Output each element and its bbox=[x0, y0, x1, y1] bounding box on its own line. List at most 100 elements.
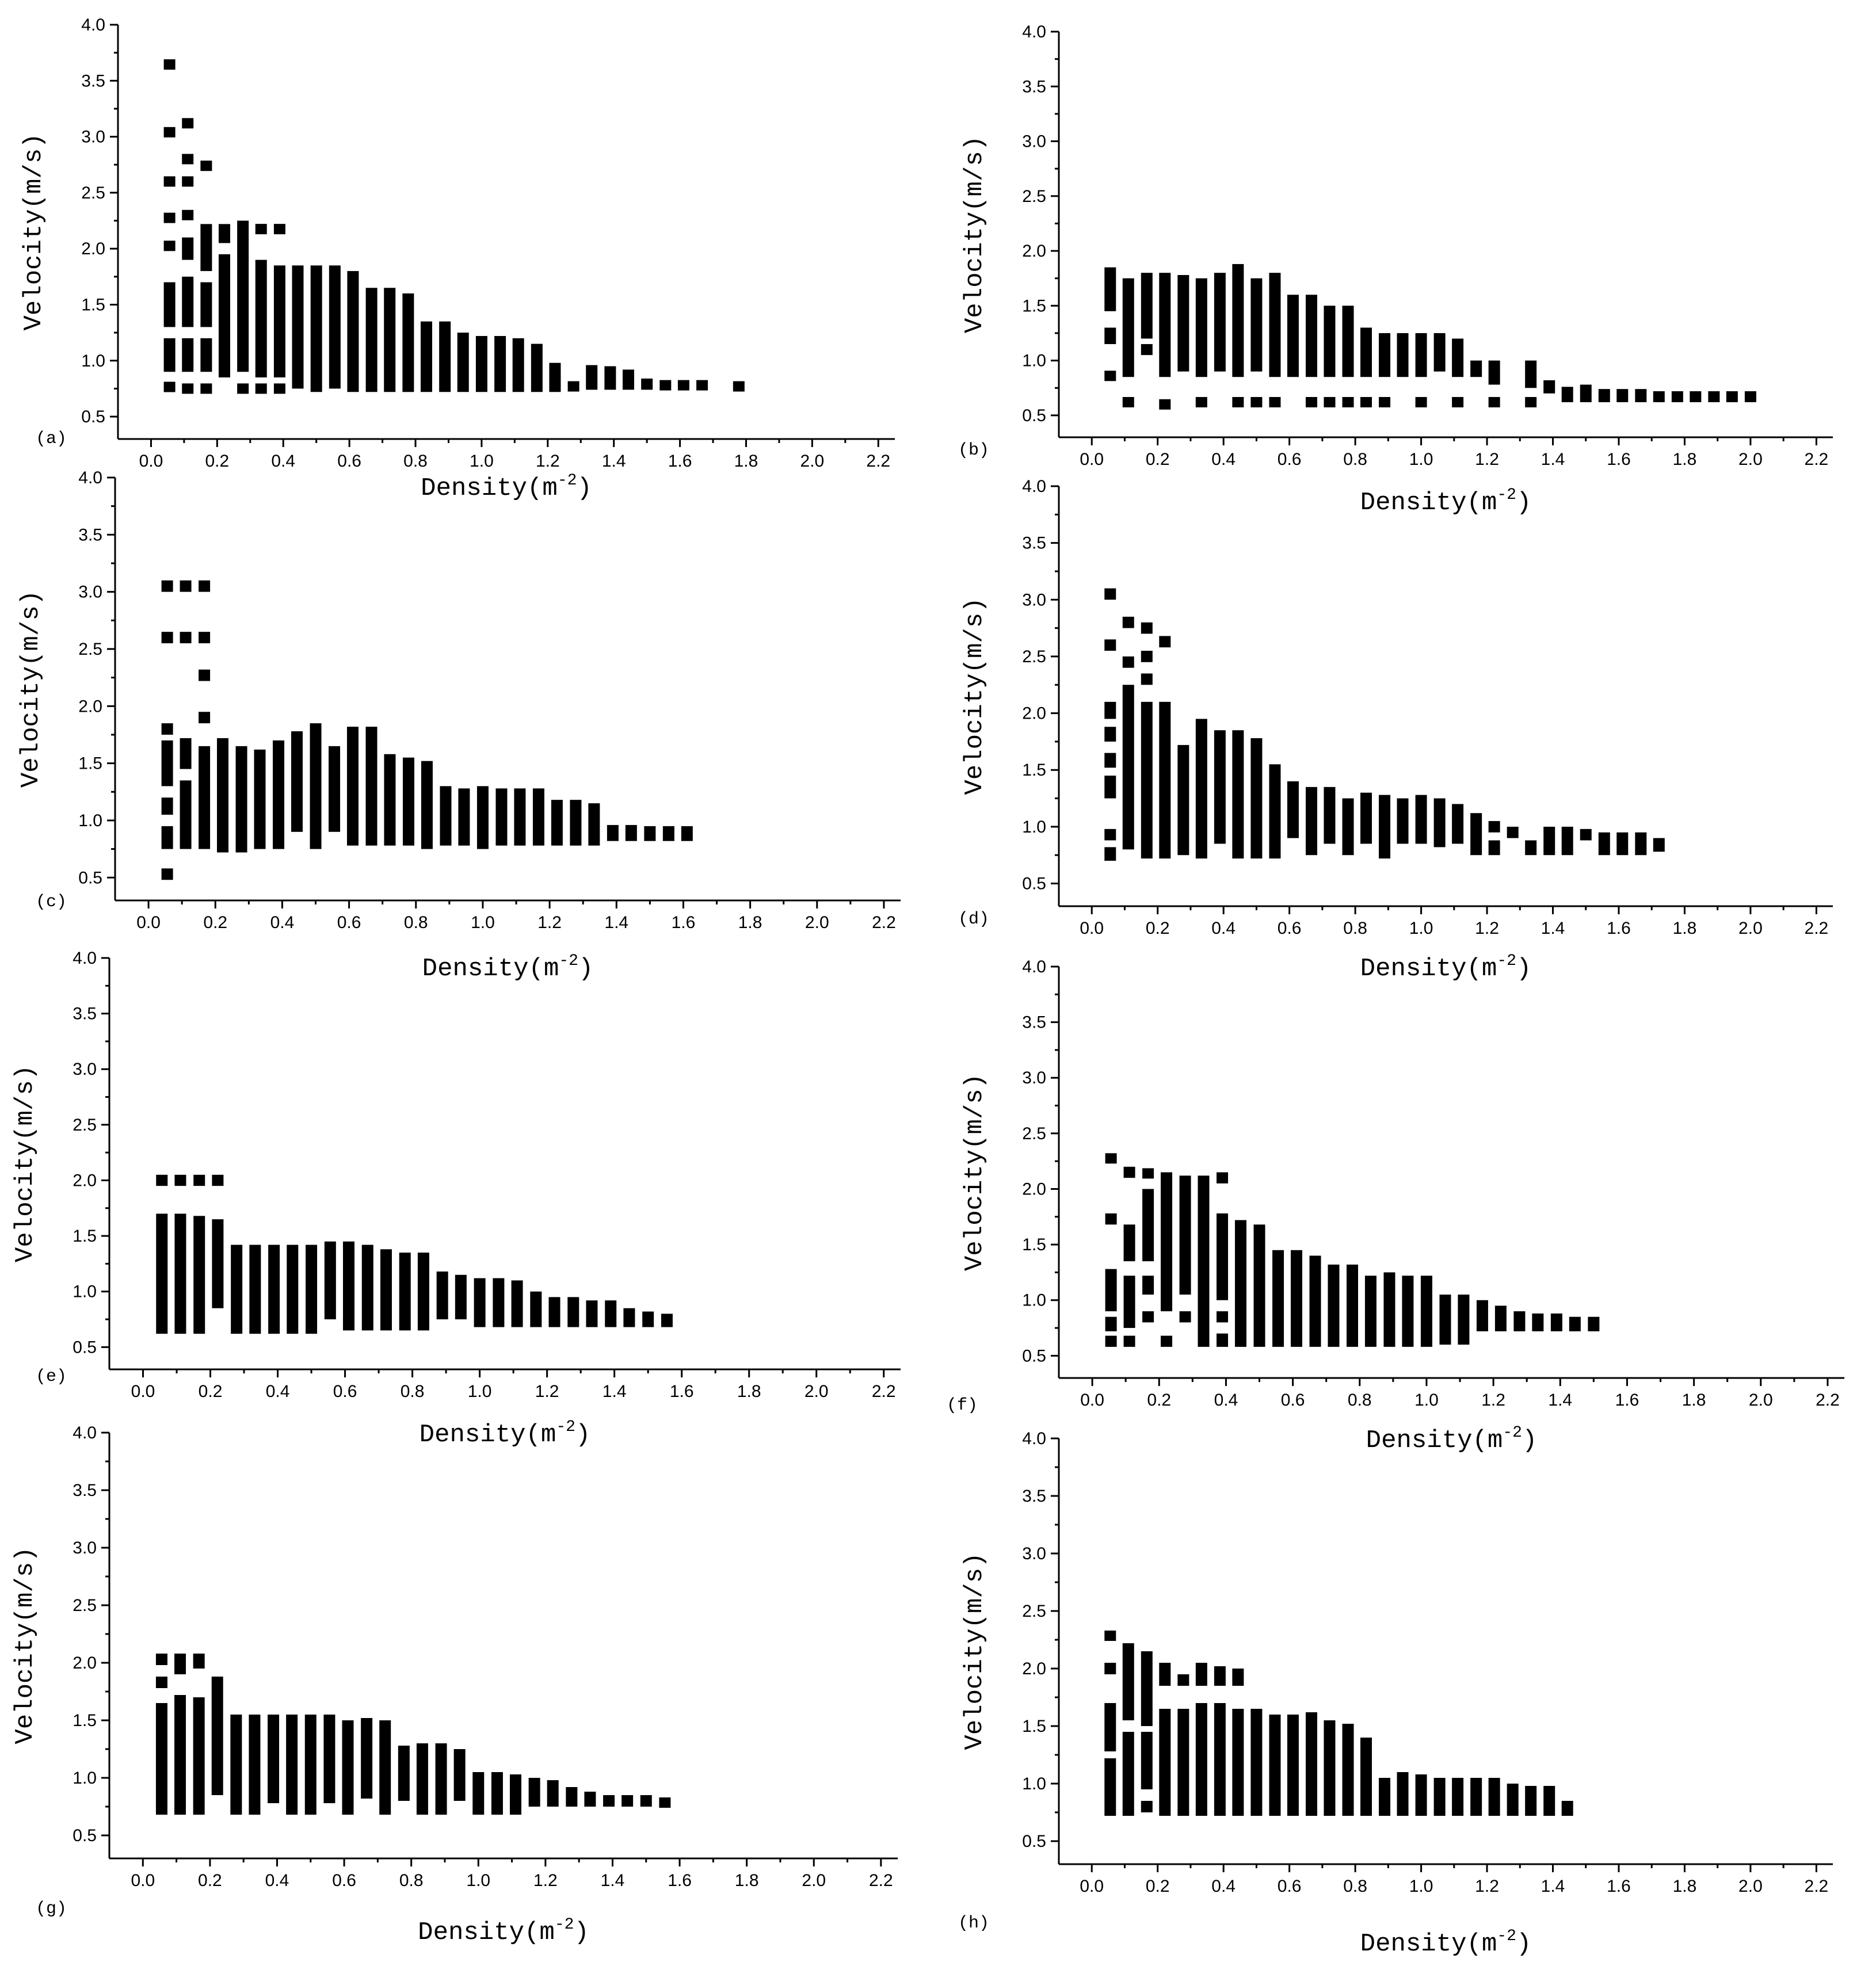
data-point bbox=[174, 1213, 186, 1334]
data-point bbox=[237, 220, 249, 372]
data-point bbox=[1195, 278, 1207, 377]
x-tick-label: 1.8 bbox=[1673, 919, 1697, 938]
data-point bbox=[182, 118, 194, 129]
data-point bbox=[1588, 1316, 1600, 1331]
data-point bbox=[1161, 1172, 1173, 1312]
data-point bbox=[1105, 1316, 1117, 1331]
x-tick-label: 1.8 bbox=[1673, 1877, 1697, 1896]
data-point bbox=[1217, 1213, 1229, 1300]
data-point bbox=[323, 1715, 335, 1803]
axes bbox=[1051, 485, 1833, 914]
data-point bbox=[182, 176, 194, 187]
data-point bbox=[458, 788, 470, 846]
x-tick-label: 1.8 bbox=[735, 1871, 759, 1890]
y-tick-label: 3.5 bbox=[73, 1005, 97, 1024]
data-point bbox=[1415, 333, 1427, 377]
y-tick-label: 2.5 bbox=[73, 1596, 97, 1615]
data-point bbox=[1161, 1335, 1173, 1347]
y-tick-label: 3.5 bbox=[1022, 534, 1046, 553]
data-point bbox=[1561, 387, 1573, 403]
x-tick-label: 0.6 bbox=[333, 1382, 357, 1401]
x-tick-label: 0.0 bbox=[1080, 1391, 1104, 1410]
x-tick-label: 0.8 bbox=[403, 452, 428, 471]
data-point bbox=[621, 1795, 634, 1807]
data-point bbox=[1550, 1313, 1562, 1331]
data-point bbox=[174, 1695, 186, 1815]
data-point bbox=[1360, 327, 1372, 377]
data-point bbox=[1141, 701, 1153, 859]
data-point bbox=[273, 740, 285, 849]
data-point bbox=[1532, 1313, 1544, 1331]
data-point bbox=[310, 723, 322, 849]
data-point bbox=[1433, 1778, 1446, 1816]
data-point bbox=[1142, 1168, 1154, 1179]
x-tick-label: 1.2 bbox=[536, 452, 560, 471]
x-tick-label: 1.0 bbox=[1409, 919, 1433, 938]
data-point bbox=[1141, 673, 1153, 685]
data-point bbox=[677, 380, 689, 391]
panel-f: 0.0 0.2 0.4 0.6 0.8 1.0 1.2 1.4 1.6 1.8 2.0 2.2 0.5 1… bbox=[947, 957, 1844, 1455]
x-tick-label: 0.0 bbox=[1080, 919, 1104, 938]
x-tick-label: 0.4 bbox=[270, 913, 295, 932]
x-tick-label: 1.4 bbox=[1541, 919, 1565, 938]
x-tick-label: 1.2 bbox=[1481, 1391, 1505, 1410]
data-point bbox=[1402, 1276, 1414, 1347]
data-point bbox=[347, 271, 359, 392]
data-point bbox=[644, 826, 656, 841]
data-point bbox=[1250, 738, 1263, 859]
y-tick-label: 2.0 bbox=[1022, 242, 1046, 261]
data-point bbox=[1744, 391, 1756, 403]
x-axis-title: Density(m-2) bbox=[421, 472, 592, 503]
data-point bbox=[453, 1749, 466, 1801]
x-tick-label: 0.2 bbox=[1146, 1877, 1170, 1896]
data-point bbox=[476, 786, 489, 849]
data-point bbox=[1177, 1674, 1189, 1686]
data-point bbox=[156, 1213, 168, 1334]
data-point bbox=[174, 1654, 186, 1674]
data-point bbox=[1507, 826, 1519, 838]
data-point bbox=[1305, 787, 1317, 856]
y-tick-label: 1.0 bbox=[1022, 1291, 1046, 1310]
x-tick-label: 0.6 bbox=[1278, 450, 1302, 469]
data-point bbox=[182, 154, 194, 165]
data-marks bbox=[161, 580, 693, 880]
y-tick-label: 2.0 bbox=[81, 239, 105, 258]
y-tick-label: 1.0 bbox=[73, 1769, 97, 1788]
data-point bbox=[273, 224, 285, 235]
data-point bbox=[1141, 651, 1153, 662]
data-point bbox=[1305, 1712, 1317, 1816]
data-point bbox=[1653, 391, 1665, 403]
data-point bbox=[379, 1720, 391, 1815]
data-point bbox=[163, 59, 176, 70]
data-point bbox=[1346, 1264, 1358, 1347]
data-point bbox=[255, 224, 267, 235]
x-tick-label: 0.8 bbox=[1343, 919, 1367, 938]
data-point bbox=[531, 343, 543, 392]
data-point bbox=[161, 868, 173, 880]
y-tick-label: 4.0 bbox=[1022, 22, 1046, 41]
y-tick-label: 2.0 bbox=[1022, 1659, 1046, 1678]
data-point bbox=[180, 738, 192, 769]
panel-h: 0.0 0.2 0.4 0.6 0.8 1.0 1.2 1.4 1.6 1.8 2.0 2.2 0.5 1… bbox=[958, 1429, 1833, 1959]
data-point bbox=[1543, 1786, 1555, 1816]
data-point bbox=[530, 1291, 542, 1327]
data-point bbox=[1142, 1276, 1154, 1295]
data-point bbox=[1690, 391, 1702, 403]
data-point bbox=[1580, 384, 1592, 403]
panel-a: 0.0 0.2 0.4 0.6 0.8 1.0 1.2 1.4 1.6 1.8 2.0 2.2 0.5 1… bbox=[20, 16, 895, 503]
data-point bbox=[1415, 1774, 1427, 1816]
x-tick-label: 2.0 bbox=[1738, 1877, 1763, 1896]
data-point bbox=[200, 161, 212, 171]
data-point bbox=[1269, 273, 1281, 377]
data-point bbox=[566, 1787, 578, 1807]
x-tick-label: 0.0 bbox=[136, 913, 161, 932]
data-point bbox=[640, 1795, 652, 1807]
data-point bbox=[361, 1245, 373, 1331]
data-point bbox=[200, 282, 212, 327]
data-point bbox=[1179, 1175, 1191, 1295]
data-point bbox=[1305, 397, 1317, 408]
y-tick-label: 3.5 bbox=[78, 525, 102, 544]
y-tick-label: 0.5 bbox=[1022, 1832, 1046, 1851]
y-axis-title: Velocity(m/s) bbox=[960, 136, 989, 333]
data-point bbox=[1217, 1333, 1229, 1347]
